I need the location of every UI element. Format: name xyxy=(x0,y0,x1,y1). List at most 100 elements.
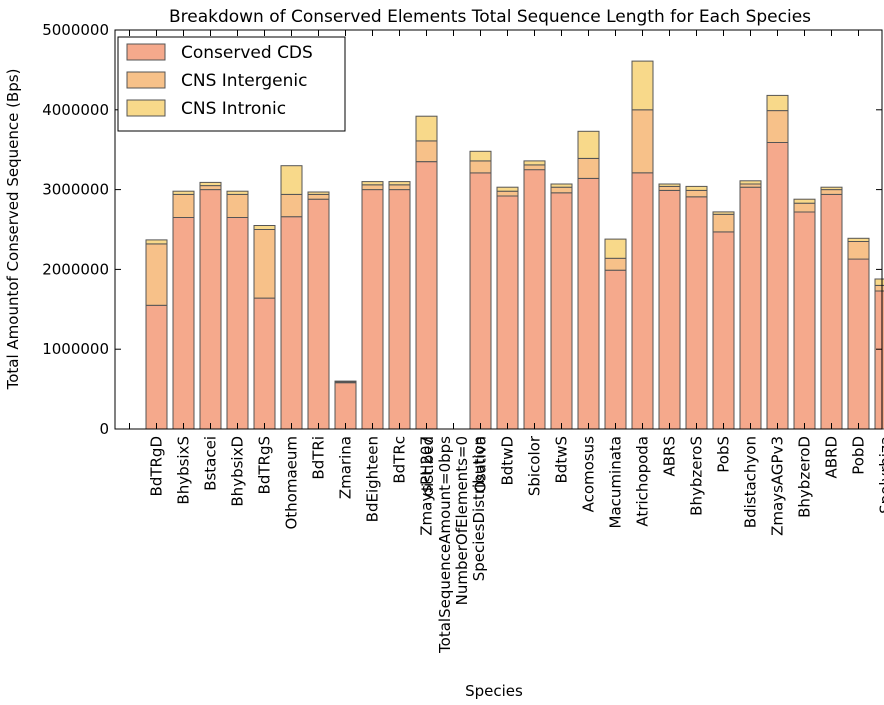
bar-segment xyxy=(361,181,384,186)
bar-segment xyxy=(361,184,384,191)
bar-segment xyxy=(550,186,573,194)
bar-segment xyxy=(280,165,303,195)
y-tick-label: 4000000 xyxy=(42,101,109,119)
x-tick-label-line: BhybsixD xyxy=(229,436,247,507)
x-tick-label: BdTRgD xyxy=(148,436,166,496)
x-tick-label: dist.bedTotalSequenceAmount=0bpsNumberOf… xyxy=(419,436,488,654)
bar-segment xyxy=(172,217,195,430)
bar-segment xyxy=(712,211,735,215)
chart-title: Breakdown of Conserved Elements Total Se… xyxy=(169,7,811,27)
bar-segment xyxy=(604,238,627,259)
bar-segment xyxy=(604,269,627,430)
bar-segment xyxy=(685,185,708,191)
bar-segment xyxy=(172,193,195,218)
x-tick-label: BdtwS xyxy=(553,436,571,483)
x-tick-label: ZmaysPH207 xyxy=(418,436,436,536)
x-tick-label-line: BdTRgS xyxy=(256,436,274,494)
x-tick-label-line: Othomaeum xyxy=(283,436,301,530)
bar-segment xyxy=(766,110,789,143)
bar-segment xyxy=(847,237,870,243)
x-tick-label-line: ABRD xyxy=(823,436,841,479)
y-tick-label: 5000000 xyxy=(42,21,109,39)
x-tick-label-line: Acomosus xyxy=(580,436,598,513)
bar-segment xyxy=(496,195,519,430)
legend-swatch xyxy=(126,99,166,117)
x-tick-label: Osativa xyxy=(472,436,490,493)
bar-segment xyxy=(766,142,789,430)
bar-segment xyxy=(874,290,884,430)
y-tick-label: 0 xyxy=(99,420,109,438)
bar-segment xyxy=(874,284,884,292)
legend-swatch xyxy=(126,43,166,61)
bar-segment xyxy=(469,150,492,162)
x-tick-label-line: ZmaysAGPv3 xyxy=(769,436,787,536)
bar-segment xyxy=(199,185,222,191)
x-tick-label: Bstacei xyxy=(202,436,220,491)
bar-segment xyxy=(253,297,276,430)
x-tick-label-line: Macuminata xyxy=(607,436,625,528)
plot-area: 0 1000000 2000000 3000000 4000000 5000000 BdTR… xyxy=(42,21,884,654)
bar-segment xyxy=(253,229,276,299)
bar-segment xyxy=(685,189,708,198)
bar-segment xyxy=(280,216,303,430)
x-tick-label-line: Bstacei xyxy=(202,436,220,491)
bar-segment xyxy=(685,196,708,430)
x-tick-label: ZmaysAGPv3 xyxy=(769,436,787,536)
bar-segment xyxy=(469,172,492,430)
bar-segment xyxy=(226,217,249,430)
bar-segment xyxy=(307,198,330,430)
x-tick-label: Othomaeum xyxy=(283,436,301,530)
bar-segment xyxy=(874,278,884,286)
bar-segment xyxy=(766,94,789,112)
x-tick-label: BhybsixS xyxy=(175,436,193,505)
bar-segment xyxy=(658,189,681,430)
bar-segment xyxy=(388,189,411,430)
bar-segment xyxy=(631,109,654,174)
bar-segment xyxy=(469,160,492,174)
x-tick-label-line: TotalSequenceAmount=0bps xyxy=(436,436,454,654)
bar-segment xyxy=(847,241,870,260)
bar-segment xyxy=(415,161,438,430)
x-tick-label-line: Atrichopoda xyxy=(634,436,652,527)
x-tick-label: ABRS xyxy=(661,436,679,477)
bar-segment xyxy=(577,158,600,179)
legend-swatch xyxy=(126,71,166,89)
bar-segment xyxy=(172,190,195,195)
bar-segment xyxy=(550,192,573,430)
legend-label: CNS Intergenic xyxy=(181,71,307,91)
x-tick-label: BdTRgS xyxy=(256,436,274,494)
x-tick-label-line: BdtwD xyxy=(499,436,517,486)
bar-segment xyxy=(280,193,303,218)
bar-segment xyxy=(550,183,573,188)
bar-segment xyxy=(793,198,816,204)
y-tick-label: 1000000 xyxy=(42,340,109,358)
x-tick-label-line: Sbicolor xyxy=(526,435,544,496)
bar-segment xyxy=(712,231,735,430)
bar-segment xyxy=(793,202,816,213)
bar-segment xyxy=(793,211,816,430)
bar-segment xyxy=(604,257,627,271)
bar-segment xyxy=(658,185,681,191)
bar-segment xyxy=(577,130,600,159)
x-tick-label-line: BdtwS xyxy=(553,436,571,483)
legend-label: CNS Intronic xyxy=(181,99,286,119)
y-tick-label: 3000000 xyxy=(42,181,109,199)
bar-segment xyxy=(415,115,438,142)
bar-segment xyxy=(577,177,600,430)
x-tick-label-line: ABRS xyxy=(661,436,679,477)
bar-segment xyxy=(496,190,519,197)
bar-segment xyxy=(145,304,168,430)
x-tick-label: ABRD xyxy=(823,436,841,479)
x-tick-label-line: PobS xyxy=(715,436,733,473)
plot-frame xyxy=(114,29,883,430)
bar-segment xyxy=(820,189,843,195)
bar-segment xyxy=(712,213,735,233)
bar-segment xyxy=(847,258,870,430)
bar-segment xyxy=(226,193,249,218)
x-tick-label: Zmarina xyxy=(337,436,355,499)
bar-segment xyxy=(820,193,843,430)
x-tick-label-line: BhybzeroD xyxy=(796,436,814,518)
bar-segment xyxy=(523,160,546,166)
bar-segment xyxy=(658,183,681,187)
